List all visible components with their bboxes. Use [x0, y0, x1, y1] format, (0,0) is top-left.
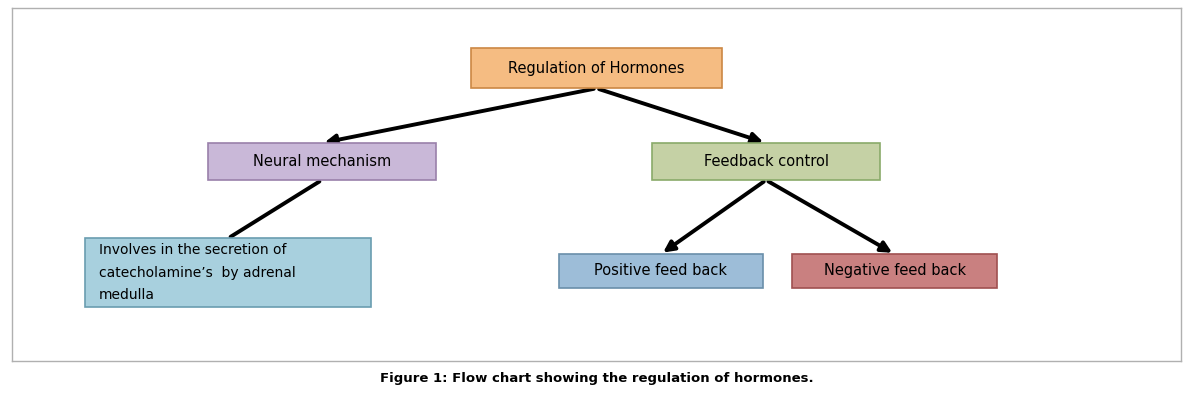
Text: Positive feed back: Positive feed back [594, 263, 728, 278]
Text: Feedback control: Feedback control [704, 154, 828, 169]
FancyBboxPatch shape [471, 48, 722, 88]
Text: Regulation of Hormones: Regulation of Hormones [508, 61, 685, 75]
FancyBboxPatch shape [558, 254, 764, 288]
FancyBboxPatch shape [208, 143, 435, 180]
FancyBboxPatch shape [653, 143, 880, 180]
FancyBboxPatch shape [85, 238, 371, 307]
Text: Neural mechanism: Neural mechanism [253, 154, 391, 169]
FancyBboxPatch shape [792, 254, 997, 288]
Text: Figure 1: Flow chart showing the regulation of hormones.: Figure 1: Flow chart showing the regulat… [379, 372, 814, 385]
Text: Negative feed back: Negative feed back [823, 263, 965, 278]
Text: Involves in the secretion of
catecholamine’s  by adrenal
medulla: Involves in the secretion of catecholami… [99, 243, 296, 302]
